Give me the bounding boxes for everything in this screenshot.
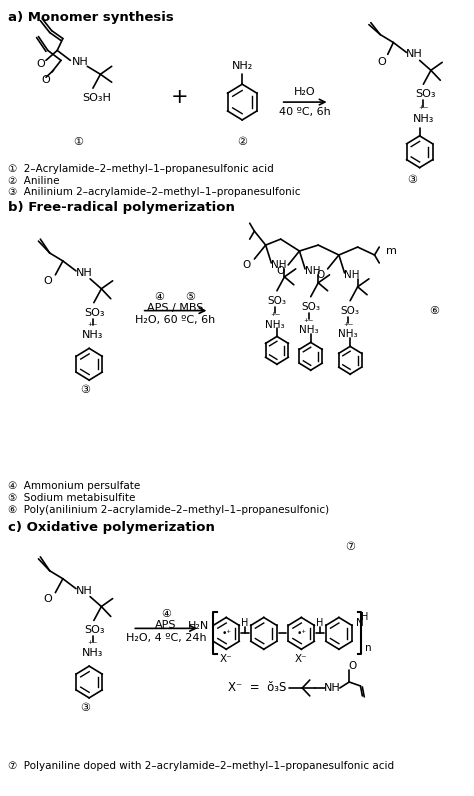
Text: c) Oxidative polymerization: c) Oxidative polymerization bbox=[9, 521, 215, 534]
Text: O: O bbox=[349, 661, 357, 671]
Text: ③: ③ bbox=[81, 703, 91, 713]
Text: •⁺: •⁺ bbox=[296, 629, 306, 638]
Text: O: O bbox=[44, 594, 52, 603]
Text: NH: NH bbox=[344, 270, 360, 280]
Text: ④  Ammonium persulfate: ④ Ammonium persulfate bbox=[9, 482, 141, 491]
Text: SO₃: SO₃ bbox=[341, 306, 360, 316]
Text: NH₃: NH₃ bbox=[82, 648, 104, 658]
Text: NH₂: NH₂ bbox=[232, 61, 253, 72]
Text: ⁺⁻: ⁺⁻ bbox=[88, 322, 98, 333]
Text: •⁺: •⁺ bbox=[221, 629, 231, 638]
Text: H₂N: H₂N bbox=[188, 622, 210, 631]
Text: O: O bbox=[243, 260, 251, 270]
Text: H₂O, 4 ºC, 24h: H₂O, 4 ºC, 24h bbox=[126, 634, 207, 643]
Text: H: H bbox=[317, 618, 324, 628]
Text: N: N bbox=[356, 618, 364, 628]
Text: H₂O, 60 ºC, 6h: H₂O, 60 ºC, 6h bbox=[136, 314, 216, 325]
Text: m: m bbox=[386, 246, 397, 256]
Text: SO₃: SO₃ bbox=[84, 307, 105, 318]
Text: H: H bbox=[241, 618, 249, 628]
Text: NH: NH bbox=[76, 268, 93, 278]
Text: b) Free-radical polymerization: b) Free-radical polymerization bbox=[9, 201, 235, 214]
Text: n: n bbox=[365, 643, 371, 654]
Text: SO₃: SO₃ bbox=[301, 302, 320, 312]
Text: +: + bbox=[171, 87, 188, 107]
Text: ②: ② bbox=[237, 137, 247, 146]
Text: NH: NH bbox=[271, 260, 287, 270]
Text: a) Monomer synthesis: a) Monomer synthesis bbox=[9, 10, 174, 24]
Text: NH₃: NH₃ bbox=[338, 330, 358, 339]
Text: ⁺⁻: ⁺⁻ bbox=[418, 105, 428, 115]
Text: ①  2–Acrylamide–2–methyl–1–propanesulfonic acid: ① 2–Acrylamide–2–methyl–1–propanesulfoni… bbox=[9, 164, 274, 174]
Text: SO₃: SO₃ bbox=[84, 626, 105, 635]
Text: ⑦: ⑦ bbox=[345, 542, 355, 552]
Text: ⁺⁻: ⁺⁻ bbox=[88, 640, 98, 650]
Text: ⁺⁻: ⁺⁻ bbox=[343, 322, 354, 331]
Text: NH: NH bbox=[72, 57, 88, 68]
Text: NH₃: NH₃ bbox=[82, 330, 104, 341]
Text: NH₃: NH₃ bbox=[299, 326, 319, 335]
Text: ⁺⁻: ⁺⁻ bbox=[304, 318, 314, 327]
Text: APS: APS bbox=[155, 620, 177, 630]
Text: ③: ③ bbox=[81, 385, 91, 395]
Text: NH: NH bbox=[305, 266, 320, 276]
Text: H: H bbox=[361, 612, 369, 622]
Text: ⁺⁻: ⁺⁻ bbox=[270, 311, 280, 322]
Text: X⁻: X⁻ bbox=[220, 654, 233, 664]
Text: ③  Anilinium 2–acrylamide–2–methyl–1–propanesulfonic: ③ Anilinium 2–acrylamide–2–methyl–1–prop… bbox=[9, 188, 301, 197]
Text: ⑤  Sodium metabisulfite: ⑤ Sodium metabisulfite bbox=[9, 494, 136, 503]
Text: NH: NH bbox=[76, 586, 93, 595]
Text: ②  Aniline: ② Aniline bbox=[9, 176, 60, 185]
Text: O: O bbox=[42, 76, 50, 85]
Text: NH₃: NH₃ bbox=[265, 319, 285, 330]
Text: O: O bbox=[276, 266, 285, 276]
Text: X⁻: X⁻ bbox=[295, 654, 308, 664]
Text: O: O bbox=[316, 270, 324, 280]
Text: O: O bbox=[36, 60, 45, 69]
Text: ⑥  Poly(anilinium 2–acrylamide–2–methyl–1–propanesulfonic): ⑥ Poly(anilinium 2–acrylamide–2–methyl–1… bbox=[9, 505, 329, 515]
Text: ④: ④ bbox=[161, 610, 171, 619]
Text: ①: ① bbox=[73, 137, 83, 146]
Text: ④      ⑤: ④ ⑤ bbox=[155, 291, 196, 302]
Text: 40 ºC, 6h: 40 ºC, 6h bbox=[279, 107, 331, 117]
Text: NH: NH bbox=[324, 683, 341, 693]
Text: APS / MBS: APS / MBS bbox=[147, 302, 204, 313]
Text: O: O bbox=[44, 276, 52, 286]
Text: ⑦  Polyaniline doped with 2–acrylamide–2–methyl–1–propanesulfonic acid: ⑦ Polyaniline doped with 2–acrylamide–2–… bbox=[9, 762, 394, 771]
Text: ⑥: ⑥ bbox=[429, 306, 440, 316]
Text: ③: ③ bbox=[407, 174, 417, 185]
Text: NH₃: NH₃ bbox=[413, 114, 434, 124]
Text: SO₃: SO₃ bbox=[415, 89, 436, 100]
Text: H₂O: H₂O bbox=[294, 87, 316, 97]
Text: NH: NH bbox=[406, 49, 422, 60]
Text: X⁻  =  ŏ₃S: X⁻ = ŏ₃S bbox=[228, 681, 286, 694]
Text: SO₃H: SO₃H bbox=[82, 93, 111, 103]
Text: O: O bbox=[378, 57, 386, 68]
Text: SO₃: SO₃ bbox=[267, 295, 286, 306]
